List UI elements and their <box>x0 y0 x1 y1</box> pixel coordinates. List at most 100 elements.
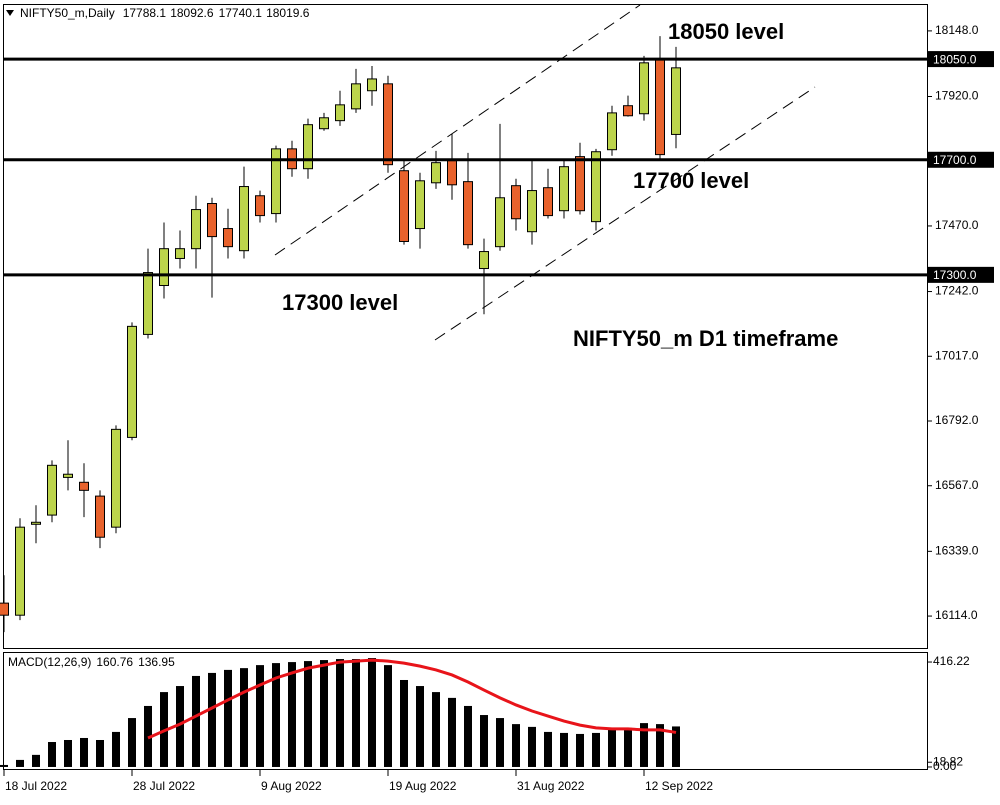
candle-body <box>671 67 681 135</box>
candle-body <box>335 104 345 122</box>
macd-bar <box>576 733 584 767</box>
candle-body <box>495 197 505 248</box>
macd-bar <box>240 668 248 767</box>
macd-bar <box>352 659 360 767</box>
candle-body <box>175 248 185 259</box>
macd-bar <box>48 742 56 767</box>
x-tick-label: 12 Sep 2022 <box>645 779 713 793</box>
candle-body <box>143 272 153 335</box>
level-label-box <box>928 51 994 68</box>
candle-body <box>639 62 649 115</box>
macd-bar <box>560 732 568 767</box>
candle-body <box>191 209 201 250</box>
y-tick-label: 17470.0 <box>935 218 979 232</box>
macd-bar <box>192 675 200 767</box>
candle-body <box>47 464 57 516</box>
candle-body <box>543 187 553 217</box>
y-tick-label: 18.82 <box>933 754 963 768</box>
candle-body <box>479 251 489 270</box>
macd-bar <box>480 715 488 767</box>
macd-bar <box>272 663 280 767</box>
x-tick-label: 18 Jul 2022 <box>5 779 67 793</box>
candle-body <box>367 78 377 92</box>
candle-body <box>623 105 633 117</box>
y-tick-label: 16567.0 <box>935 478 979 492</box>
macd-bar <box>176 686 184 767</box>
annotation: 17300 level <box>282 290 398 315</box>
candle-body <box>111 428 121 528</box>
macd-bar <box>448 697 456 767</box>
candle-body <box>447 160 457 186</box>
macd-bar <box>416 686 424 767</box>
candle-body <box>383 83 393 166</box>
macd-bar <box>96 739 104 767</box>
candle-body <box>239 186 249 252</box>
macd-bar <box>288 662 296 767</box>
menu-triangle <box>6 10 14 16</box>
macd-bar <box>400 679 408 767</box>
candle-body <box>63 473 73 478</box>
candle-body <box>575 156 585 212</box>
y-tick-label: 17242.0 <box>935 284 979 298</box>
candle-body <box>399 170 409 242</box>
candle-body <box>0 602 9 616</box>
signal-line <box>147 658 677 740</box>
y-tick-label: 16114.0 <box>935 608 978 622</box>
macd-header: MACD(12,26,9) 160.76 136.95 <box>8 655 175 669</box>
candle-body <box>607 112 617 151</box>
level-label-box <box>928 151 994 168</box>
y-tick-label: 18148.0 <box>935 23 979 37</box>
high-value: 18092.6 <box>170 6 214 20</box>
candle-body <box>127 325 137 438</box>
candle-body <box>415 180 425 230</box>
annotation: NIFTY50_m D1 timeframe <box>573 326 838 351</box>
candle-body <box>255 195 265 217</box>
macd-bar <box>368 658 376 767</box>
candle-body <box>559 166 569 212</box>
x-tick-label: 19 Aug 2022 <box>389 779 457 793</box>
candle-body <box>31 521 41 525</box>
y-tick-label: 0.00 <box>933 759 957 773</box>
candle-body <box>223 228 233 248</box>
annotation: 18050 level <box>668 19 784 44</box>
candle-body <box>655 59 665 156</box>
macd-bar <box>384 665 392 767</box>
chart-header: NIFTY50_m,Daily 17788.1 18092.6 17740.1 1801… <box>20 6 310 20</box>
level-label: 17300.0 <box>933 268 977 282</box>
macd-bar <box>656 724 664 767</box>
macd-bar <box>624 727 632 767</box>
macd-bar <box>0 764 8 767</box>
close-value: 18019.6 <box>266 6 310 20</box>
candle-body <box>511 185 521 220</box>
y-tick-label: 17920.0 <box>935 89 979 103</box>
level-label: 18050.0 <box>933 52 977 66</box>
macd-bar <box>512 724 520 767</box>
macd-title: MACD(12,26,9) <box>8 655 91 669</box>
candle-body <box>271 148 281 215</box>
candle-body <box>303 124 313 170</box>
macd-bar <box>64 739 72 767</box>
macd-bar <box>32 754 40 767</box>
macd-bar <box>320 660 328 767</box>
candle-body <box>591 151 601 223</box>
macd-bar <box>432 692 440 767</box>
macd-bar <box>544 731 552 767</box>
chart-title: NIFTY50_m,Daily <box>20 6 115 20</box>
candle-body <box>15 526 25 616</box>
x-tick-label: 28 Jul 2022 <box>133 779 195 793</box>
macd-bar <box>608 729 616 767</box>
y-tick-label: 17017.0 <box>935 348 979 362</box>
y-tick-label: 16792.0 <box>935 413 979 427</box>
macd-bar <box>528 726 536 767</box>
candle-body <box>527 190 537 233</box>
annotation: 17700 level <box>633 168 749 193</box>
candle-body <box>79 481 89 491</box>
macd-bar <box>640 723 648 767</box>
macd-panel <box>3 652 928 770</box>
macd-bar <box>592 732 600 767</box>
level-label-box <box>928 266 994 283</box>
macd-bar <box>304 661 312 767</box>
